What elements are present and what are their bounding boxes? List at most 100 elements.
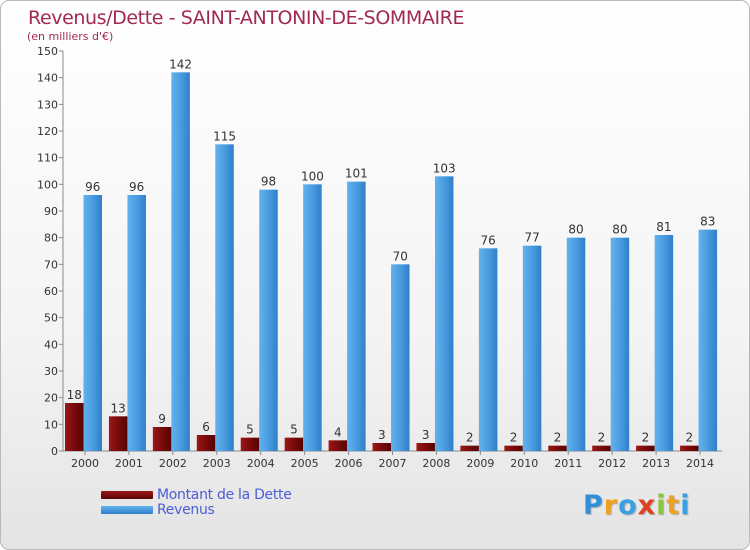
x-tick-label: 2003 — [203, 457, 231, 470]
bar-revenus — [391, 264, 410, 451]
bar-dette — [416, 443, 435, 451]
data-label-revenus: 76 — [481, 233, 496, 247]
bar-revenus — [654, 235, 674, 451]
bar-revenus — [347, 181, 366, 451]
bar-revenus — [83, 195, 102, 451]
bar-revenus — [434, 176, 454, 452]
bar-dette — [504, 445, 523, 451]
y-tick-label: 30 — [44, 365, 58, 378]
x-tick-label: 2011 — [554, 457, 582, 470]
x-tick-label: 2013 — [642, 457, 670, 470]
bar-dette — [108, 416, 128, 451]
data-label-revenus: 80 — [612, 223, 627, 237]
proxiti-logo: Proxiti — [583, 490, 691, 521]
data-label-dette: 3 — [422, 428, 430, 442]
x-tick-label: 2004 — [247, 457, 275, 470]
bar-revenus — [303, 184, 322, 452]
bar-dette — [65, 403, 84, 451]
x-tick-label: 2000 — [71, 457, 99, 470]
y-tick-label: 140 — [37, 72, 58, 85]
legend-swatch-revenus — [101, 505, 153, 514]
y-tick-label: 0 — [51, 445, 58, 458]
logo-letter: x — [637, 490, 657, 521]
legend-label-revenus: Revenus — [157, 501, 215, 518]
bar-dette — [592, 445, 611, 451]
y-tick-label: 70 — [44, 258, 58, 271]
bar-revenus — [171, 72, 190, 451]
bar-dette — [636, 445, 655, 451]
logo-letter: t — [666, 490, 681, 521]
data-label-revenus: 142 — [169, 57, 192, 71]
bar-dette — [328, 440, 348, 451]
data-label-dette: 2 — [510, 431, 518, 445]
data-label-revenus: 115 — [213, 129, 236, 143]
x-tick-label: 2012 — [598, 457, 626, 470]
legend-item-revenus: Revenus — [101, 501, 292, 518]
y-tick-label: 130 — [37, 98, 58, 111]
y-tick-label: 60 — [44, 285, 58, 298]
bar-revenus — [215, 144, 234, 452]
bar-dette — [680, 445, 699, 451]
bar-revenus — [522, 245, 542, 451]
data-label-dette: 2 — [466, 431, 474, 445]
bar-dette — [284, 437, 304, 451]
logo-letter: i — [680, 490, 691, 521]
bar-dette — [548, 445, 567, 451]
x-tick-label: 2006 — [335, 457, 363, 470]
data-label-revenus: 77 — [524, 231, 539, 245]
data-label-dette: 13 — [111, 401, 126, 415]
bar-dette — [152, 427, 172, 451]
logo-letter: P — [583, 490, 604, 521]
data-label-dette: 3 — [378, 428, 386, 442]
bar-revenus — [478, 248, 498, 451]
x-tick-label: 2001 — [115, 457, 143, 470]
y-tick-label: 150 — [37, 45, 58, 58]
y-tick-label: 90 — [44, 205, 58, 218]
chart-subtitle: (en milliers d'€) — [27, 30, 114, 43]
bar-dette — [460, 445, 479, 451]
bar-revenus — [259, 189, 278, 451]
bar-revenus — [610, 237, 630, 451]
data-label-dette: 2 — [642, 431, 650, 445]
x-tick-label: 2010 — [510, 457, 538, 470]
data-label-dette: 18 — [67, 388, 82, 402]
data-label-revenus: 100 — [301, 169, 324, 183]
data-label-revenus: 70 — [393, 249, 408, 263]
legend-label-dette: Montant de la Dette — [157, 486, 292, 503]
y-tick-label: 100 — [37, 178, 58, 191]
logo-letter: i — [656, 490, 667, 521]
data-label-dette: 2 — [685, 431, 693, 445]
data-label-revenus: 80 — [568, 223, 583, 237]
y-tick-label: 80 — [44, 232, 58, 245]
data-label-dette: 9 — [158, 412, 166, 426]
legend-swatch-dette — [101, 490, 153, 499]
y-tick-label: 50 — [44, 312, 58, 325]
x-tick-label: 2009 — [466, 457, 494, 470]
x-tick-label: 2014 — [686, 457, 714, 470]
logo-letter: r — [603, 490, 619, 521]
legend-item-dette: Montant de la Dette — [101, 486, 292, 503]
bar-revenus — [127, 195, 146, 451]
data-label-dette: 2 — [554, 431, 562, 445]
y-tick-label: 110 — [37, 152, 58, 165]
y-tick-label: 20 — [44, 392, 58, 405]
data-label-revenus: 96 — [129, 180, 144, 194]
logo-letter: o — [618, 490, 638, 521]
bar-revenus — [566, 237, 586, 451]
bar-dette — [240, 437, 260, 451]
x-tick-label: 2008 — [422, 457, 450, 470]
data-label-revenus: 83 — [700, 215, 715, 229]
data-label-revenus: 96 — [85, 180, 100, 194]
data-label-revenus: 81 — [656, 220, 671, 234]
x-tick-label: 2005 — [291, 457, 319, 470]
chart-title: Revenus/Dette - SAINT-ANTONIN-DE-SOMMAIR… — [28, 7, 465, 29]
bar-dette — [372, 443, 392, 451]
data-label-revenus: 98 — [261, 175, 276, 189]
x-tick-label: 2007 — [379, 457, 407, 470]
bar-dette — [196, 435, 216, 451]
data-label-dette: 6 — [202, 420, 210, 434]
y-tick-label: 10 — [44, 418, 58, 431]
y-tick-label: 40 — [44, 338, 58, 351]
